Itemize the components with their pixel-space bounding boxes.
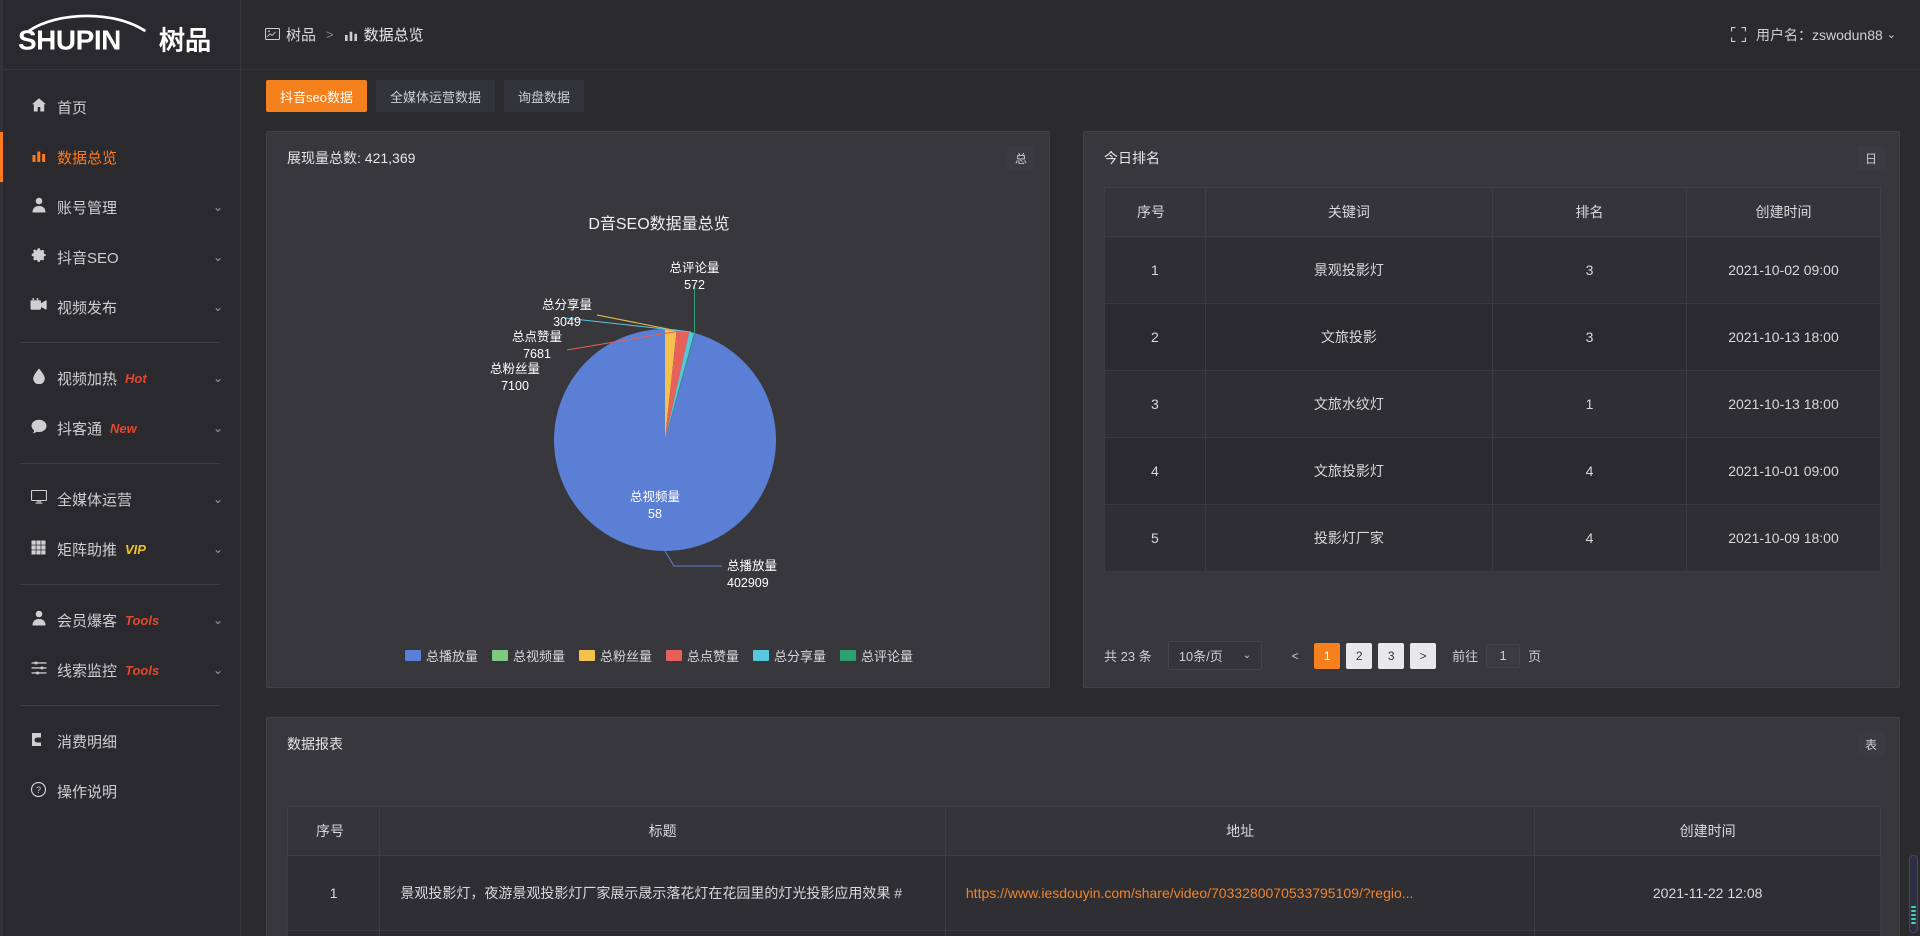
svg-text:3049: 3049 — [553, 315, 581, 329]
svg-text:?: ? — [36, 785, 41, 795]
svg-text:总点赞量: 总点赞量 — [512, 330, 562, 344]
svg-text:总评论量: 总评论量 — [669, 261, 719, 275]
svg-text:7100: 7100 — [501, 379, 529, 393]
svg-text:总视频量: 总视频量 — [630, 489, 680, 504]
svg-text:402909: 402909 — [727, 576, 769, 590]
svg-text:SHUPIN: SHUPIN — [18, 24, 121, 55]
svg-text:总分享量: 总分享量 — [542, 297, 592, 312]
svg-text:572: 572 — [684, 278, 705, 292]
svg-text:58: 58 — [648, 507, 662, 521]
svg-text:7681: 7681 — [523, 347, 551, 361]
svg-text:总粉丝量: 总粉丝量 — [490, 361, 540, 376]
svg-text:总播放量: 总播放量 — [727, 558, 777, 573]
svg-text:树品: 树品 — [159, 25, 211, 55]
